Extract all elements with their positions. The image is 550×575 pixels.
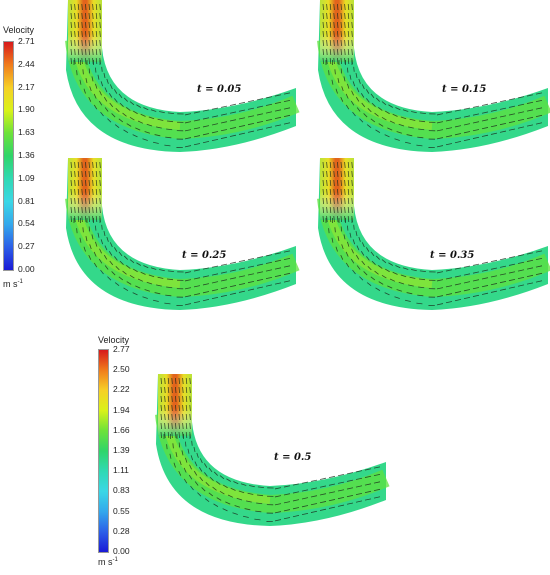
flow-panel-t05: t = 0.5 bbox=[150, 372, 390, 532]
pipe-velocity-field bbox=[60, 0, 300, 158]
pipe-velocity-field bbox=[312, 158, 550, 316]
legend-bottom-tick: 1.66 bbox=[113, 425, 130, 435]
legend-top-tick: 2.44 bbox=[18, 59, 35, 69]
legend-top-title: Velocity bbox=[3, 25, 34, 35]
pipe-velocity-field bbox=[60, 158, 300, 316]
legend-top-tick: 0.00 bbox=[18, 264, 35, 274]
legend-top-tick: 0.27 bbox=[18, 241, 35, 251]
legend-bottom-tick: 0.83 bbox=[113, 485, 130, 495]
legend-top-tick: 0.54 bbox=[18, 218, 35, 228]
legend-bottom-tick: 0.00 bbox=[113, 546, 130, 556]
legend-top-tick: 1.90 bbox=[18, 104, 35, 114]
legend-top: Velocity 2.71 2.44 2.17 1.90 1.63 1.36 1… bbox=[0, 25, 60, 295]
legend-bottom: Velocity 2.77 2.50 2.22 1.94 1.66 1.39 1… bbox=[95, 335, 155, 575]
legend-bottom-tick: 2.22 bbox=[113, 384, 130, 394]
legend-top-tick: 2.71 bbox=[18, 36, 35, 46]
legend-bottom-tick: 0.28 bbox=[113, 526, 130, 536]
time-label: t = 0.35 bbox=[430, 250, 474, 261]
flow-panel-t015: t = 0.15 bbox=[312, 0, 550, 158]
legend-bottom-tick: 1.94 bbox=[113, 405, 130, 415]
legend-top-colorbar bbox=[3, 41, 14, 271]
flow-panel-t035: t = 0.35 bbox=[312, 158, 550, 316]
time-label: t = 0.15 bbox=[442, 84, 486, 95]
legend-bottom-tick: 1.11 bbox=[113, 465, 129, 475]
legend-top-tick: 1.09 bbox=[18, 173, 35, 183]
pipe-velocity-field bbox=[150, 372, 390, 532]
legend-bottom-colorbar bbox=[98, 349, 109, 553]
legend-bottom-tick: 2.77 bbox=[113, 344, 130, 354]
flow-panel-t025: t = 0.25 bbox=[60, 158, 300, 316]
legend-top-tick: 2.17 bbox=[18, 82, 35, 92]
legend-top-unit: m s-1 bbox=[3, 279, 23, 289]
time-label: t = 0.5 bbox=[274, 452, 311, 463]
legend-bottom-tick: 2.50 bbox=[113, 364, 130, 374]
legend-top-tick: 1.36 bbox=[18, 150, 35, 160]
legend-top-tick: 0.81 bbox=[18, 196, 35, 206]
legend-bottom-tick: 1.39 bbox=[113, 445, 130, 455]
legend-bottom-unit: m s-1 bbox=[98, 557, 118, 567]
legend-top-tick: 1.63 bbox=[18, 127, 35, 137]
time-label: t = 0.25 bbox=[182, 250, 226, 261]
flow-panel-t005: t = 0.05 bbox=[60, 0, 300, 158]
pipe-velocity-field bbox=[312, 0, 550, 158]
legend-bottom-tick: 0.55 bbox=[113, 506, 130, 516]
time-label: t = 0.05 bbox=[197, 84, 241, 95]
